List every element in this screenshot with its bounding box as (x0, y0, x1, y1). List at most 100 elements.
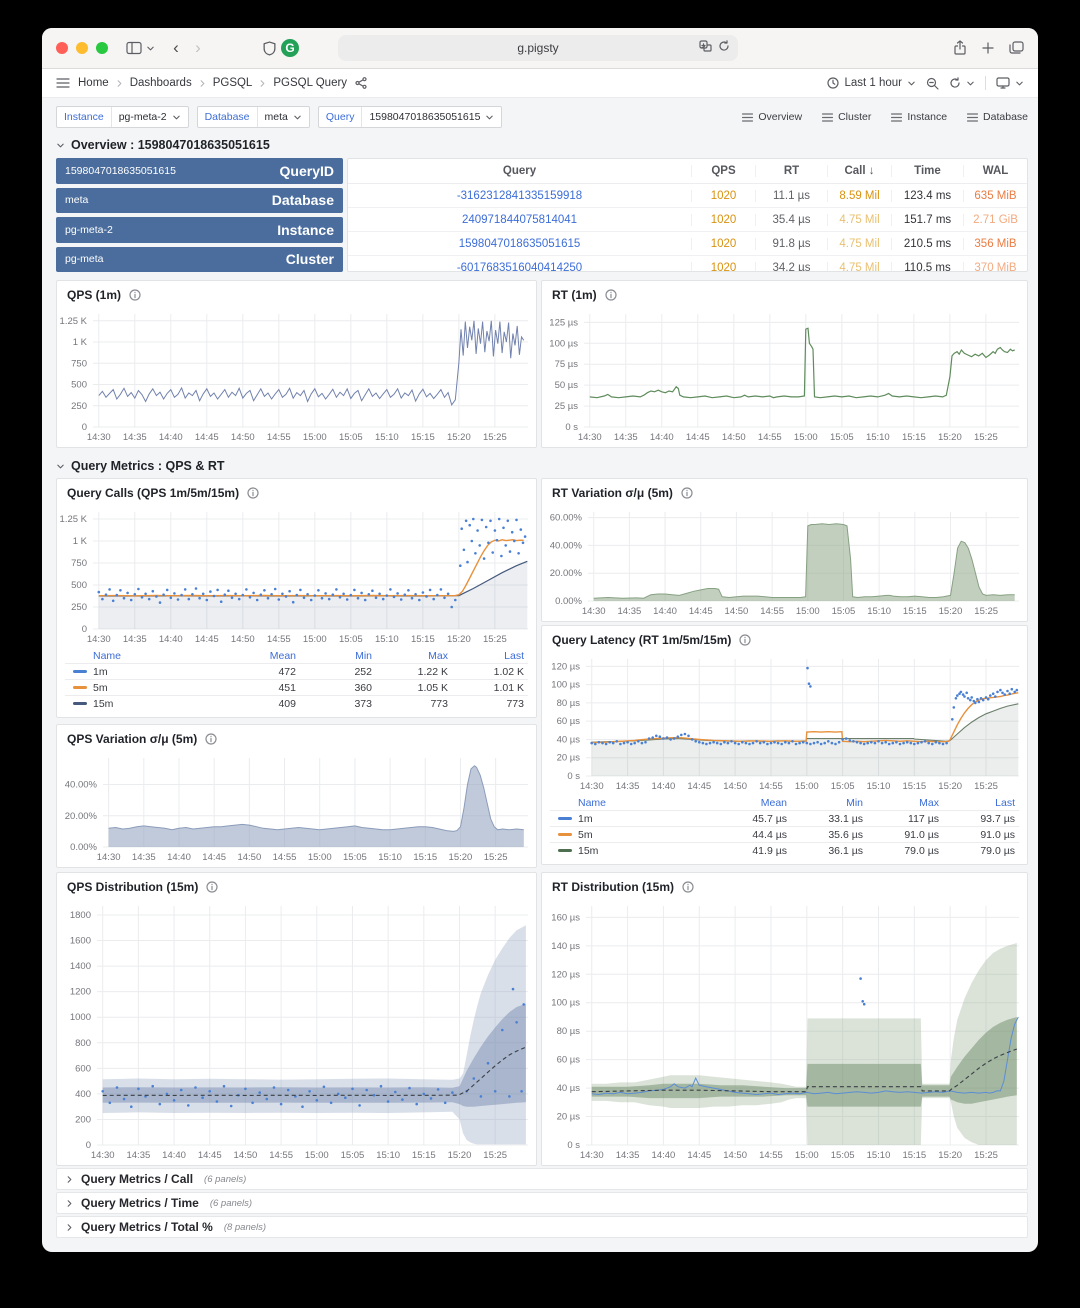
info-icon[interactable] (206, 881, 218, 893)
legend-row-15m[interactable]: 15m 409 373 773 773 (65, 695, 528, 711)
legend-row-15m[interactable]: 15m 41.9 µs 36.1 µs 79.0 µs 79.0 µs (550, 842, 1019, 858)
collapsed-row-query-metrics-total-%[interactable]: Query Metrics / Total % (8 panels) (56, 1216, 1028, 1238)
forward-button[interactable]: › (195, 38, 201, 57)
panel-title[interactable]: QPS (1m) (67, 288, 122, 302)
query-latency-chart[interactable]: 0 s 20 µs 40 µs 60 µs 80 µs 100 µs 120 µs 14:30… (542, 649, 1027, 796)
zoom-window-button[interactable] (96, 42, 108, 54)
svg-text:14:40: 14:40 (159, 432, 183, 443)
svg-text:15:05: 15:05 (830, 432, 854, 443)
svg-text:14:35: 14:35 (617, 606, 641, 617)
col-header-time[interactable]: Time (891, 165, 963, 177)
close-window-button[interactable] (56, 42, 68, 54)
time-range-picker[interactable]: Last 1 hour (827, 77, 916, 89)
variable-instance[interactable]: Instance pg-meta-2 (56, 106, 189, 128)
tab-overview-icon[interactable] (1009, 41, 1024, 55)
dashboard-link-database[interactable]: Database (967, 111, 1028, 123)
dashboard-link-overview[interactable]: Overview (742, 111, 802, 123)
legend-col-max[interactable]: Max (428, 650, 448, 662)
zoom-out-icon[interactable] (926, 77, 939, 90)
legend-col-last[interactable]: Last (504, 650, 524, 662)
legend-row-5m[interactable]: 5m 451 360 1.05 K 1.01 K (65, 679, 528, 695)
variable-value[interactable]: 1598047018635051615 (361, 107, 501, 127)
minimize-window-button[interactable] (76, 42, 88, 54)
panel-qps-distribution: QPS Distribution (15m) 0 200 400 600 800 1000… (56, 872, 537, 1166)
variable-value[interactable]: pg-meta-2 (110, 107, 188, 127)
collapsed-row-query-metrics-time[interactable]: Query Metrics / Time (6 panels) (56, 1192, 1028, 1214)
legend-row-5m[interactable]: 5m 44.4 µs 35.6 µs 91.0 µs 91.0 µs (550, 826, 1019, 842)
info-icon[interactable] (681, 487, 693, 499)
legend-col-min[interactable]: Min (846, 797, 863, 809)
info-icon[interactable] (247, 487, 259, 499)
col-header-rt[interactable]: RT (755, 165, 827, 177)
breadcrumb-item-home[interactable]: Home (78, 77, 109, 89)
variable-label: Database (204, 111, 250, 123)
info-icon[interactable] (739, 634, 752, 646)
url-bar[interactable]: g.pigsty (338, 35, 738, 61)
wal-cell: 356 MiB (963, 237, 1027, 250)
section-overview[interactable]: Overview : 1598047018635051615 (56, 132, 1028, 158)
variable-filter-row: Instance pg-meta-2 Database meta Query 159… (56, 106, 1028, 128)
panel-title[interactable]: RT (1m) (552, 288, 597, 302)
query-calls-chart[interactable]: 0 250 500 750 1 K 1.25 K 14:30 14:35 14:40 14:45 1… (57, 502, 536, 649)
translate-icon[interactable] (699, 40, 712, 52)
menu-icon[interactable] (56, 77, 70, 89)
variable-query[interactable]: Query 1598047018635051615 (317, 106, 503, 128)
qps-distribution-chart[interactable]: 0 200 400 600 800 1000 1200 1400 1600 1800 14:30 14… (57, 896, 536, 1165)
legend-col-max[interactable]: Max (919, 797, 939, 809)
breadcrumb-item-pgsql[interactable]: PGSQL (212, 77, 253, 89)
panel-title[interactable]: Query Calls (QPS 1m/5m/15m) (67, 486, 240, 500)
legend-col-last[interactable]: Last (995, 797, 1015, 809)
tv-mode-control[interactable] (996, 77, 1024, 89)
series-color-chip (73, 702, 87, 705)
qps-1m-chart[interactable]: 0 250 500 750 1 K 1.25 K 14:30 14:35 14:40 14:45 1… (57, 304, 536, 447)
legend-col-min[interactable]: Min (355, 650, 372, 662)
col-header-query[interactable]: Query (502, 165, 537, 177)
query-id-link[interactable]: -3162312841335159918 (456, 189, 583, 202)
breadcrumb-item-dashboards[interactable]: Dashboards (129, 77, 192, 89)
panel-title[interactable]: RT Distribution (15m) (552, 880, 674, 894)
col-header-wal[interactable]: WAL (963, 165, 1027, 177)
sidebar-icon[interactable] (122, 36, 146, 60)
query-id-link[interactable]: 240971844075814041 (461, 213, 578, 226)
dashboard-link-cluster[interactable]: Cluster (822, 111, 871, 123)
legend-row-1m[interactable]: 1m 45.7 µs 33.1 µs 117 µs 93.7 µs (550, 810, 1019, 826)
share-dashboard-icon[interactable] (355, 77, 367, 89)
sidebar-chevron-icon[interactable] (146, 44, 155, 53)
svg-text:14:30: 14:30 (580, 1150, 604, 1161)
col-header-call[interactable]: Call ↓ (827, 165, 891, 177)
overview-card-instance: pg-meta-2 Instance (56, 217, 343, 243)
legend-col-mean[interactable]: Mean (269, 650, 296, 662)
info-icon[interactable] (682, 881, 694, 893)
query-id-link[interactable]: 1598047018635051615 (458, 237, 581, 250)
refresh-control[interactable] (949, 77, 975, 89)
share-icon[interactable] (953, 40, 967, 56)
col-header-qps[interactable]: QPS (691, 165, 755, 177)
query-id-link[interactable]: -6017683516040414250 (456, 261, 583, 272)
rt-distribution-chart[interactable]: 0 s 20 µs 40 µs 60 µs 80 µs 100 µs 120 µs 140 µ… (542, 896, 1027, 1165)
panel-title[interactable]: QPS Distribution (15m) (67, 880, 199, 894)
breadcrumb-item-pgsql-query[interactable]: PGSQL Query (273, 77, 348, 89)
reload-icon[interactable] (718, 40, 730, 52)
grammarly-extension-icon[interactable]: G (281, 39, 299, 57)
rt-variation-chart[interactable]: 0.00% 20.00% 40.00% 60.00% 14:30 14:35 14:40 14… (542, 502, 1027, 621)
info-icon[interactable] (605, 289, 617, 301)
svg-text:15:25: 15:25 (974, 1150, 998, 1161)
section-qps-rt[interactable]: Query Metrics : QPS & RT (56, 454, 1028, 478)
back-button[interactable]: ‹ (173, 38, 179, 57)
rt-1m-chart[interactable]: 0 s 25 µs 50 µs 75 µs 100 µs 125 µs 14:30 14:35… (542, 304, 1027, 447)
new-tab-icon[interactable] (981, 41, 995, 55)
panel-title[interactable]: Query Latency (RT 1m/5m/15m) (552, 633, 732, 647)
dashboard-link-instance[interactable]: Instance (891, 111, 947, 123)
qps-variation-chart[interactable]: 0.00% 20.00% 40.00% 14:30 14:35 14:40 14:45 14:… (57, 748, 536, 867)
panel-title[interactable]: RT Variation σ/μ (5m) (552, 486, 673, 500)
panel-title[interactable]: QPS Variation σ/μ (5m) (67, 732, 198, 746)
collapsed-row-query-metrics-call[interactable]: Query Metrics / Call (6 panels) (56, 1168, 1028, 1190)
info-icon[interactable] (129, 289, 141, 301)
variable-database[interactable]: Database meta (196, 106, 310, 128)
variable-value[interactable]: meta (256, 107, 309, 127)
query-table-panel: Query QPS RT Call ↓ Time WAL -316231284133515… (347, 158, 1028, 272)
legend-col-mean[interactable]: Mean (760, 797, 787, 809)
info-icon[interactable] (205, 733, 217, 745)
legend-row-1m[interactable]: 1m 472 252 1.22 K 1.02 K (65, 663, 528, 679)
collapsed-row-count: (8 panels) (223, 1221, 267, 1233)
